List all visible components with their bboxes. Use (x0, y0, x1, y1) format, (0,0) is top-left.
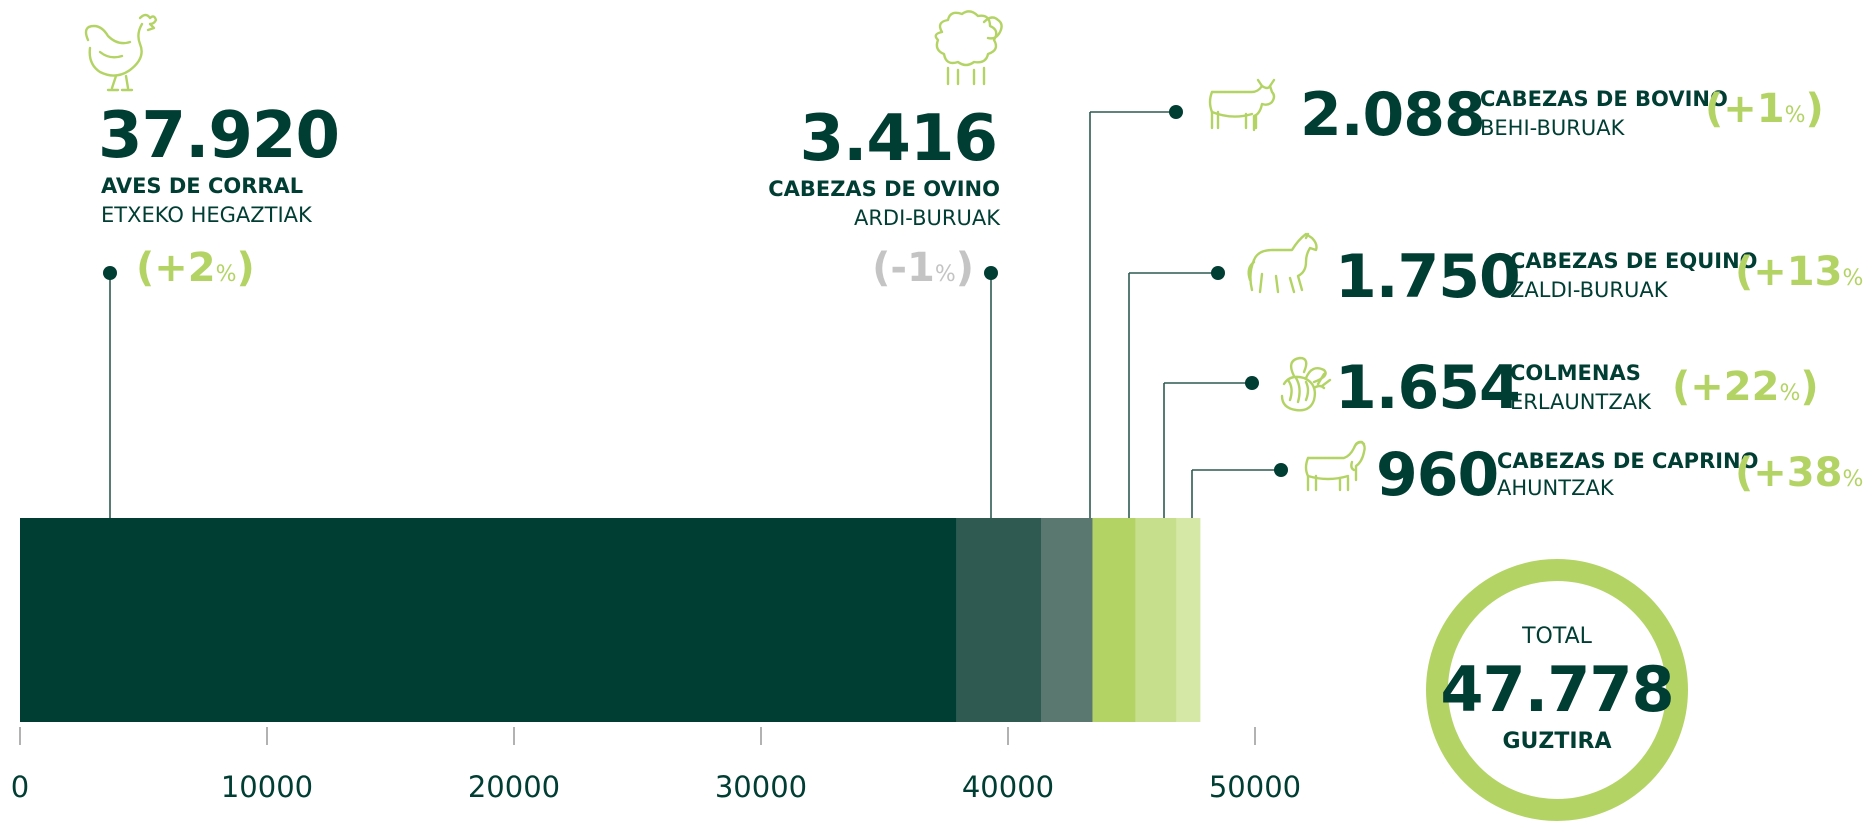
value-sheep: 3.416 (800, 102, 997, 176)
label-poultry: AVES DE CORRAL (101, 174, 303, 198)
leader-dot-hives (1245, 376, 1259, 390)
bar-group (20, 518, 1201, 722)
change-horses: (+13%) (1735, 249, 1863, 295)
bar-poultry (20, 518, 957, 722)
x-tick-label: 30000 (715, 770, 807, 804)
change-poultry: (+2%) (136, 245, 255, 291)
label-hives: COLMENAS (1510, 361, 1641, 385)
value-cattle: 2.088 (1300, 80, 1485, 150)
goat-icon (1304, 440, 1366, 492)
value-poultry: 37.920 (98, 99, 339, 173)
value-goats: 960 (1376, 440, 1498, 510)
leader-dot-cattle (1169, 105, 1183, 119)
total-value: 47.778 (1440, 653, 1673, 726)
bee-icon (1280, 356, 1332, 412)
total-title: TOTAL (1521, 624, 1593, 649)
value-hives: 1.654 (1335, 353, 1520, 423)
change-goats: (+38%) (1735, 450, 1863, 496)
leader-dot-horses (1211, 266, 1225, 280)
sublabel-cattle: BEHI-BURUAK (1480, 116, 1626, 140)
bar-cattle (1040, 518, 1093, 722)
cow-icon (1208, 78, 1276, 132)
sublabel-sheep: ARDI-BURUAK (854, 206, 1001, 230)
bar-goats (1176, 518, 1201, 722)
bar-hives (1135, 518, 1177, 722)
horse-icon (1247, 232, 1318, 294)
change-sheep: (-1%) (872, 245, 974, 291)
sublabel-poultry: ETXEKO HEGAZTIAK (101, 203, 313, 227)
label-cattle: CABEZAS DE BOVINO (1480, 87, 1728, 111)
total-badge: TOTAL 47.778 GUZTIRA (1426, 559, 1688, 821)
bar-horses (1092, 518, 1136, 722)
sheep-icon (934, 10, 1003, 86)
x-axis: 0 10000 20000 30000 40000 50000 (11, 727, 1301, 804)
total-subtitle: GUZTIRA (1502, 729, 1611, 754)
leader-dot-goats (1274, 463, 1288, 477)
change-hives: (+22%) (1672, 364, 1819, 410)
sublabel-goats: AHUNTZAK (1497, 476, 1615, 500)
label-horses: CABEZAS DE EQUINO (1510, 249, 1758, 273)
leader-dot-sheep (984, 266, 998, 280)
total-ring (1426, 559, 1688, 821)
leader-dot-poultry (103, 266, 117, 280)
sublabel-horses: ZALDI-BURUAK (1510, 278, 1669, 302)
x-tick-label: 10000 (221, 770, 313, 804)
label-sheep: CABEZAS DE OVINO (768, 177, 1000, 201)
value-horses: 1.750 (1335, 242, 1520, 312)
sublabel-hives: ERLAUNTZAK (1510, 390, 1652, 414)
chicken-icon (84, 13, 158, 92)
x-tick-label: 50000 (1209, 770, 1301, 804)
change-cattle: (+1%) (1705, 86, 1824, 132)
x-tick-label: 40000 (962, 770, 1054, 804)
label-goats: CABEZAS DE CAPRINO (1497, 449, 1759, 473)
bar-sheep (956, 518, 1041, 722)
x-tick-label: 20000 (468, 770, 560, 804)
x-tick-label: 0 (11, 770, 29, 804)
leader-lines (103, 105, 1288, 518)
